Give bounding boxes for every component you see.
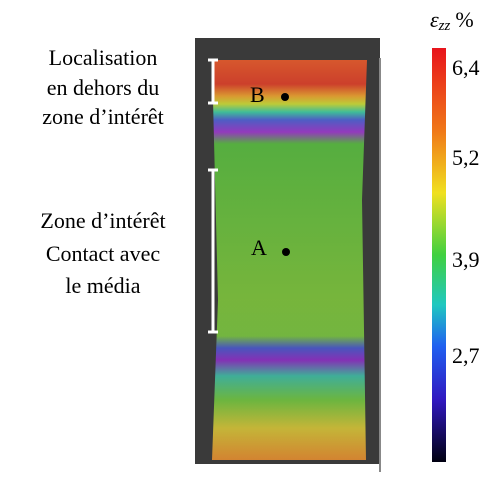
point-label: B bbox=[250, 82, 265, 107]
annotation: le média bbox=[65, 273, 140, 298]
annotation: en dehors du bbox=[47, 75, 159, 100]
annotation: Zone d’intérêt bbox=[40, 208, 165, 233]
subscript: zz bbox=[438, 18, 451, 34]
annotation: Localisation bbox=[49, 45, 158, 70]
colorbar-tick-label: 5,2 bbox=[452, 145, 480, 170]
bracket-top bbox=[208, 58, 218, 105]
point-marker bbox=[281, 93, 289, 101]
point-label: A bbox=[251, 235, 267, 260]
point-marker bbox=[282, 248, 290, 256]
strain-field bbox=[212, 60, 367, 460]
colorbar-tick-label: 3,9 bbox=[452, 247, 480, 272]
symbol: ε bbox=[430, 7, 439, 32]
unit: % bbox=[455, 7, 473, 32]
annotation: Contact avec bbox=[46, 241, 160, 266]
colorbar bbox=[432, 48, 446, 462]
colorbar-tick-label: 2,7 bbox=[452, 343, 480, 368]
colorbar-tick-label: 6,4 bbox=[452, 55, 480, 80]
annotation: zone d’intérêt bbox=[42, 104, 164, 129]
bracket-middle bbox=[208, 168, 218, 334]
colorbar-title: εzz% bbox=[430, 7, 474, 34]
